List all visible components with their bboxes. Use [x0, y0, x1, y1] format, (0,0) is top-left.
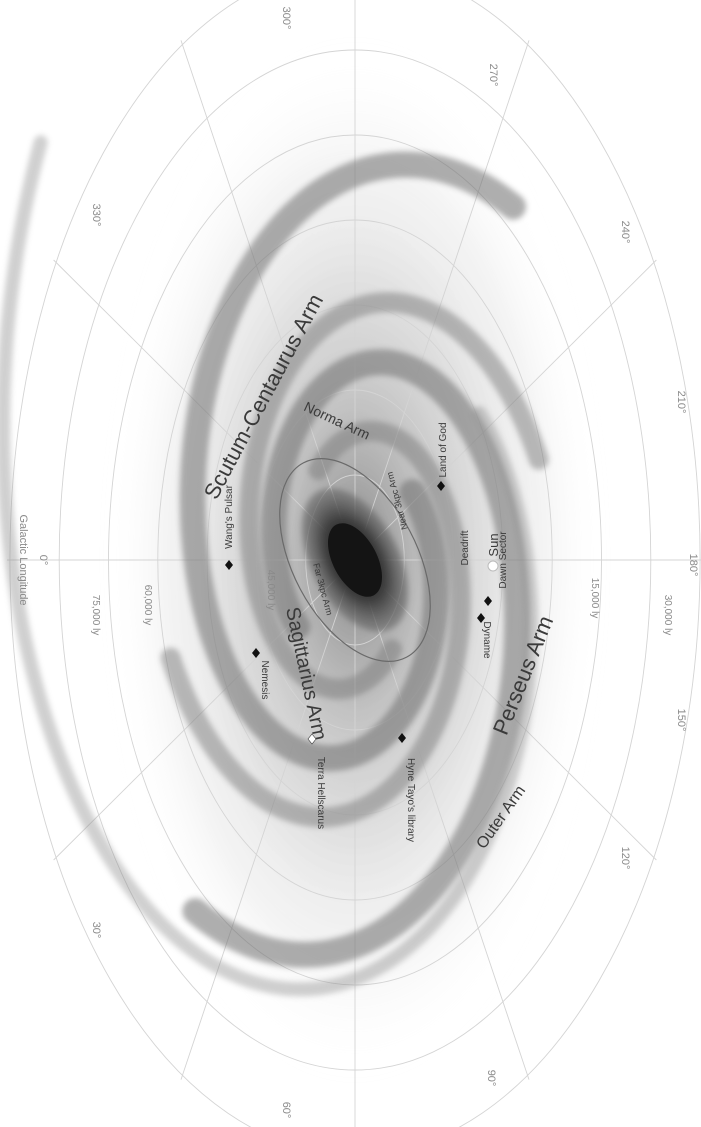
longitude-label-120: 120° — [619, 847, 631, 870]
longitude-spoke — [53, 559, 356, 861]
place-label: Dyname — [481, 621, 492, 659]
place-label: Dawn Sector — [498, 531, 509, 589]
longitude-label-300: 300° — [280, 7, 292, 30]
place-deadrift[interactable]: Deadrift — [460, 530, 471, 565]
longitude-label-240: 240° — [619, 221, 631, 244]
place-label: Wang's Pulsar — [224, 484, 235, 548]
distance-label-75k: 75,000 ly — [90, 595, 101, 636]
place-label: Terra Hellscarus — [315, 757, 326, 829]
arm-scutum-centaurus — [179, 151, 526, 772]
place-sun[interactable]: Sun — [486, 533, 501, 572]
star-marker-icon — [398, 733, 406, 743]
longitude-label-30: 30° — [90, 922, 102, 939]
distance-label-30k: 30,000 ly — [662, 595, 673, 636]
star-marker-icon — [307, 733, 317, 745]
longitude-spoke — [354, 259, 657, 561]
star-marker-icon — [252, 648, 260, 658]
distance-label-45k: 45,000 ly — [265, 570, 276, 611]
star-marker-icon — [225, 560, 233, 570]
star-marker-icon — [484, 596, 492, 606]
distance-label-60k: 60,000 ly — [142, 585, 153, 626]
longitude-label-330: 330° — [90, 204, 102, 227]
longitude-label-90: 90° — [485, 1070, 497, 1087]
star-marker-icon — [477, 613, 485, 623]
place-label: Deadrift — [460, 530, 471, 565]
arm-norma — [160, 421, 471, 828]
place-label: Sun — [486, 533, 501, 556]
longitude-spoke — [180, 559, 356, 1080]
place-dyname[interactable]: Dyname — [477, 613, 492, 659]
spiral-arms — [0, 135, 549, 997]
star-marker-icon — [437, 481, 445, 491]
sun-icon — [487, 560, 499, 572]
galactic-bar — [279, 458, 431, 662]
place-label: Nemesis — [259, 661, 270, 700]
distance-label-15k: 15,000 ly — [589, 578, 600, 619]
longitude-label-270: 270° — [487, 64, 499, 87]
arm-perseus — [182, 349, 531, 968]
place-dawn-sector[interactable]: Dawn Sector — [484, 531, 509, 606]
longitude-label-210: 210° — [675, 391, 687, 414]
place-terra-hellscarus[interactable]: Terra Hellscarus — [307, 733, 326, 829]
axis-title: Galactic Longitude — [17, 514, 29, 605]
place-wang-pulsar[interactable]: Wang's Pulsar — [224, 484, 235, 570]
place-label: Land of God — [438, 422, 449, 477]
arm-outer — [0, 135, 539, 997]
longitude-label-180: 180° — [687, 554, 699, 577]
arm-sagittarius — [239, 292, 549, 700]
place-nemesis[interactable]: Nemesis — [252, 648, 270, 699]
longitude-label-0: 0° — [37, 555, 49, 566]
place-label: Hyne Tayo's library — [405, 758, 416, 842]
place-land-of-god[interactable]: Land of God — [437, 422, 449, 491]
longitude-label-150: 150° — [675, 709, 687, 732]
longitude-label-60: 60° — [280, 1102, 292, 1119]
place-hyne-tayo-library[interactable]: Hyne Tayo's library — [398, 733, 416, 842]
longitude-spoke — [354, 40, 530, 561]
